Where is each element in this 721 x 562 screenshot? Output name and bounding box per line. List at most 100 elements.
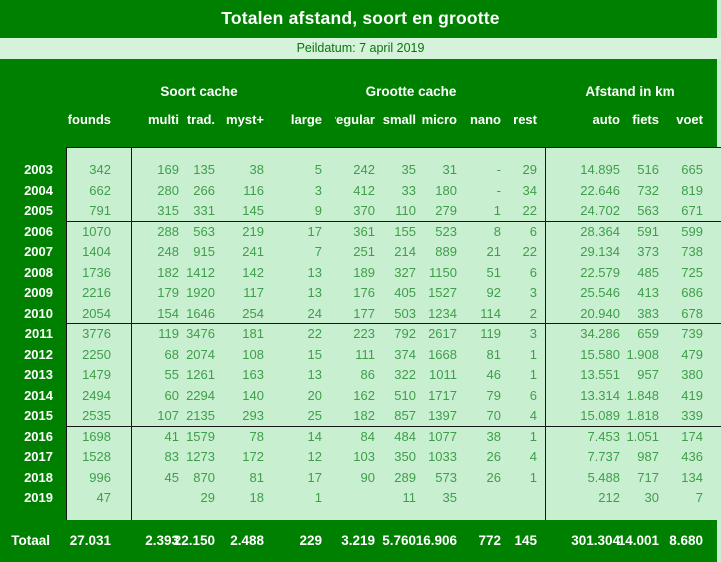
table-cell: 289: [394, 469, 416, 485]
row-year-label: 2005: [24, 203, 53, 218]
table-cell: 1404: [82, 244, 111, 259]
table-cell: 38: [249, 162, 264, 177]
table-cell: 162: [353, 387, 375, 403]
table-cell: 26: [486, 449, 501, 464]
table-cell: 8: [493, 223, 501, 239]
table-cell: 214: [394, 244, 416, 259]
column-group-headers: Soort cache Grootte cache Afstand in km: [0, 84, 721, 102]
subtitle-text: Peildatum: 7 april 2019: [296, 41, 425, 55]
table-cell: 266: [193, 182, 215, 198]
table-cell: 1698: [82, 428, 111, 444]
table-cell: 212: [598, 490, 620, 505]
table-cell: 1920: [186, 285, 215, 300]
table-cell: 671: [681, 203, 703, 218]
table-cell: 3476: [186, 326, 215, 341]
table-cell: 182: [353, 408, 375, 423]
table-cell: 293: [242, 408, 264, 423]
total-row: Totaal 27.031 2.393 22.150 2.488 229 3.219 5.76…: [0, 527, 721, 555]
table-cell: 996: [89, 469, 111, 485]
table-cell: 662: [89, 182, 111, 198]
table-cell: 523: [435, 223, 457, 239]
table-row-2015: 2015 2535 107 2135 293 25 182 857 1397 70 4 15.089 1…: [0, 406, 721, 427]
table-cell: 2494: [82, 387, 111, 403]
table-cell: 2294: [186, 387, 215, 403]
subtitle-band: Peildatum: 7 april 2019: [0, 38, 721, 59]
table-cell: 412: [353, 182, 375, 198]
column-group-label: Soort cache: [160, 84, 238, 99]
table-cell: 163: [242, 367, 264, 382]
table-cell: 331: [193, 203, 215, 218]
table-cell: 114: [480, 305, 501, 321]
total-cell: 3.219: [341, 533, 375, 548]
table-cell: 35: [401, 162, 416, 177]
column-header-small: small: [382, 112, 416, 127]
table-row-2004: 2004 662 280 266 116 3 412 33 180 - 34 22.646 732 819: [0, 181, 721, 202]
table-cell: 516: [637, 162, 659, 177]
column-group-label: Grootte cache: [365, 84, 457, 99]
column-header-voet: voet: [676, 112, 703, 127]
table-cell: 25: [307, 408, 322, 423]
column-header-fiets: fiets: [632, 112, 659, 127]
table-cell: 374: [394, 346, 416, 362]
table-cell: 145: [242, 203, 264, 218]
table-cell: 1.818: [626, 408, 659, 423]
table-cell: 1: [314, 490, 322, 505]
table-row-2005: 2005 791 315 331 145 9 370 110 279 1 22 24.702 563 67…: [0, 201, 721, 222]
table-cell: 591: [637, 223, 659, 239]
table-cell: 103: [353, 449, 375, 464]
table-cell: 819: [681, 182, 703, 198]
table-cell: 55: [164, 367, 179, 382]
table-cell: 1412: [186, 264, 215, 280]
table-cell: 2135: [186, 408, 215, 423]
row-year-label: 2014: [24, 387, 53, 403]
table-row-2008: 2008 1736 182 1412 142 13 189 327 1150 51 6 22.579 4…: [0, 263, 721, 284]
table-cell: 4: [529, 408, 537, 423]
row-year-label: 2004: [24, 182, 53, 198]
table-cell: 35: [442, 490, 457, 505]
divider-after-rest: [545, 147, 546, 520]
table-cell: 791: [89, 203, 111, 218]
table-cell: 251: [353, 244, 375, 259]
table-cell: 6: [529, 223, 537, 239]
row-year-label: 2007: [24, 244, 53, 259]
table-cell: 119: [480, 326, 501, 341]
total-cell: 5.760: [382, 533, 416, 548]
table-cell: 22: [522, 244, 537, 259]
total-cell: 772: [478, 533, 501, 548]
table-cell: 1033: [428, 449, 457, 464]
table-cell: 1668: [428, 346, 457, 362]
table-row-2011: 2011 3776 119 3476 181 22 223 792 2617 119 3 34.286…: [0, 324, 721, 345]
table-cell: 1: [493, 203, 501, 218]
table-cell: 24: [307, 305, 322, 321]
table-cell: 17: [307, 223, 322, 239]
table-rows: 2003 342 169 135 38 5 242 35 31-29 14.895 516 665 20…: [0, 160, 721, 509]
table-cell: 1.848: [626, 387, 659, 403]
table-cell: 31: [442, 162, 457, 177]
table-cell: 241: [242, 244, 264, 259]
table-cell: 140: [242, 387, 264, 403]
table-cell: 223: [353, 326, 375, 341]
table-cell: 13.551: [580, 367, 620, 382]
table-cell: 1527: [428, 285, 457, 300]
table-cell: -: [496, 162, 501, 177]
divider-after-founds: [131, 147, 132, 520]
column-header-micro: micro: [421, 112, 457, 127]
total-cell: 2.393: [145, 533, 179, 548]
table-cell: 7.737: [587, 449, 620, 464]
table-cell: 84: [360, 428, 375, 444]
table-cell: 6: [529, 387, 537, 403]
table-row-2013: 2013 1479 55 1261 163 13 86 322 1011 46 1 13.551 957…: [0, 365, 721, 386]
total-cell: 22.150: [173, 533, 215, 548]
row-year-label: 2011: [24, 326, 53, 341]
table-cell: 6: [529, 264, 537, 280]
column-header-myst+: myst+: [226, 112, 264, 127]
table-cell: 5: [314, 162, 322, 177]
table-cell: 288: [157, 223, 179, 239]
table-row-2006: 2006 1070 288 563 219 17 361 155 523 8 6 28.364 591 5…: [0, 222, 721, 243]
table-cell: 563: [193, 223, 215, 239]
column-group-label: Afstand in km: [585, 84, 675, 99]
row-year-label: 2012: [24, 346, 53, 362]
total-cell: 14.001: [617, 533, 659, 548]
table-cell: 81: [249, 469, 264, 485]
table-cell: 134: [681, 469, 703, 485]
